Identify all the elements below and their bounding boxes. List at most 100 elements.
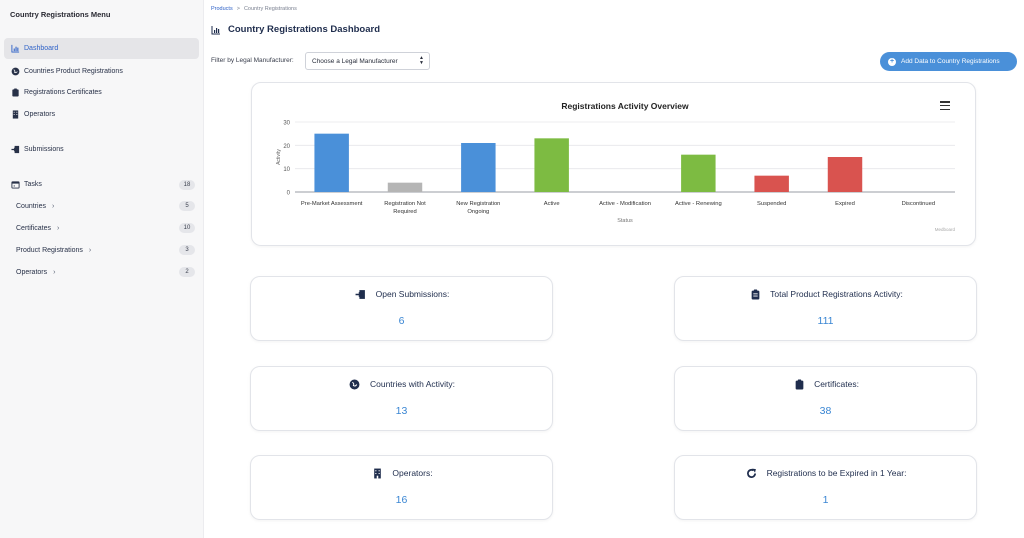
- sidebar-item-label: Tasks: [24, 181, 42, 188]
- count-badge: 2: [179, 267, 195, 277]
- sidebar-item-label: Registrations Certificates: [24, 89, 102, 96]
- sidebar: Country Registrations Menu Dashboard Cou…: [0, 0, 204, 538]
- sidebar-item-label: Submissions: [24, 146, 64, 153]
- bar: [681, 154, 716, 192]
- select-arrows-icon: ▲ ▼: [419, 55, 424, 66]
- sidebar-subitem-label: Countries: [16, 202, 46, 210]
- filter-label: Filter by Legal Manufacturer:: [211, 57, 294, 64]
- sidebar-subitem-label: Product Registrations: [16, 246, 83, 254]
- sidebar-item-tasks[interactable]: Tasks 18: [4, 174, 199, 195]
- globe-icon: [348, 377, 362, 391]
- tasks-count-badge: 18: [179, 179, 195, 190]
- y-tick-label: 0: [287, 191, 291, 197]
- add-data-button[interactable]: + Add Data to Country Registrations: [880, 52, 1017, 71]
- sidebar-subitem-label: Certificates: [16, 224, 52, 232]
- sidebar-item-submissions[interactable]: Submissions: [4, 139, 199, 160]
- x-tick-label: Pre-Market Assessment: [301, 201, 363, 207]
- stat-card-open-submissions: Open Submissions: 6: [250, 276, 553, 341]
- chevron-right-icon: ›: [88, 246, 92, 254]
- stat-card-registrations-expiring: Registrations to be Expired in 1 Year: 1: [674, 455, 977, 520]
- sidebar-subitem-label: Operators: [16, 268, 48, 276]
- sidebar-subitem-product-registrations[interactable]: Product Registrations › 3: [4, 241, 199, 259]
- breadcrumb-separator: >: [236, 6, 240, 12]
- x-tick-label: Ongoing: [467, 209, 489, 215]
- chevron-right-icon: ›: [53, 268, 56, 276]
- calendar-icon: [10, 180, 20, 190]
- chevron-right-icon: ›: [51, 202, 55, 210]
- bar: [314, 133, 349, 192]
- submit-icon: [10, 145, 20, 155]
- sidebar-item-label: Countries Product Registrations: [24, 68, 123, 75]
- stat-label: Countries with Activity:: [369, 379, 456, 389]
- x-tick-label: Expired: [835, 201, 855, 207]
- sidebar-item-registrations-certificates[interactable]: Registrations Certificates: [4, 82, 199, 103]
- x-tick-label: Active - Renewing: [675, 201, 722, 207]
- stat-label: Operators:: [392, 468, 433, 478]
- bar: [827, 157, 863, 192]
- bar-chart: Registrations Activity Overview 0 10 20 30 Ac…: [276, 101, 956, 232]
- plus-circle-icon: +: [888, 57, 896, 66]
- chart-title: Registrations Activity Overview: [561, 101, 689, 111]
- x-tick-label: Discontinued: [902, 201, 936, 207]
- x-tick-label: Active: [544, 201, 560, 207]
- chevron-right-icon: ›: [57, 224, 60, 232]
- select-value: Choose a Legal Manufacturer: [312, 57, 398, 65]
- chart-icon: [10, 44, 20, 54]
- stat-card-certificates: Certificates: 38: [674, 366, 977, 431]
- stat-value[interactable]: 1: [822, 494, 829, 506]
- y-tick-label: 30: [283, 121, 290, 127]
- sidebar-subitem-countries[interactable]: Countries › 5: [4, 197, 199, 215]
- sidebar-subitem-certificates[interactable]: Certificates › 10: [4, 219, 199, 237]
- bar: [387, 182, 423, 192]
- x-tick-label: Active - Modification: [599, 201, 651, 207]
- breadcrumb: Products > Country Registrations: [211, 6, 297, 12]
- add-data-button-label: Add Data to Country Registrations: [901, 58, 1000, 65]
- x-tick-label: Registration Not: [384, 201, 426, 207]
- sidebar-item-operators[interactable]: Operators: [4, 104, 199, 125]
- stat-label: Total Product Registrations Activity:: [770, 289, 903, 299]
- stat-value[interactable]: 13: [395, 405, 408, 417]
- sidebar-item-label: Operators: [24, 111, 56, 118]
- submit-icon: [354, 287, 368, 301]
- chart-menu-icon[interactable]: [940, 101, 950, 110]
- x-tick-label: Required: [393, 209, 417, 215]
- stat-label: Open Submissions:: [375, 289, 450, 299]
- building-icon: [370, 466, 384, 480]
- stat-value[interactable]: 6: [398, 315, 405, 327]
- clipboard-icon: [748, 287, 762, 301]
- building-icon: [10, 110, 20, 120]
- breadcrumb-products-link[interactable]: Products: [211, 6, 233, 12]
- breadcrumb-current: Country Registrations: [243, 6, 297, 12]
- clipboard-icon: [792, 377, 806, 391]
- x-tick-label: Suspended: [757, 201, 786, 207]
- refresh-icon: [745, 466, 759, 480]
- stat-value[interactable]: 16: [395, 494, 408, 506]
- stat-value[interactable]: 38: [819, 405, 832, 417]
- y-tick-label: 10: [283, 167, 290, 173]
- stat-label: Certificates:: [814, 379, 859, 389]
- page-title: Country Registrations Dashboard: [211, 24, 380, 35]
- sidebar-subitem-operators[interactable]: Operators › 2: [4, 263, 199, 281]
- sidebar-item-countries-product-registrations[interactable]: Countries Product Registrations: [4, 61, 199, 82]
- x-axis-label: Status: [617, 218, 633, 224]
- chart-icon: [211, 25, 222, 35]
- bar: [534, 138, 569, 192]
- stat-value[interactable]: 111: [817, 315, 834, 327]
- stat-card-operators: Operators: 16: [250, 455, 553, 520]
- stat-label: Registrations to be Expired in 1 Year:: [766, 468, 907, 478]
- count-badge: 5: [179, 201, 195, 211]
- stat-card-total-product-registrations: Total Product Registrations Activity: 11…: [674, 276, 977, 341]
- globe-icon: [10, 67, 20, 77]
- count-badge: 10: [179, 223, 195, 233]
- chart-credit: Medboard: [935, 227, 956, 232]
- sidebar-title: Country Registrations Menu: [10, 10, 111, 19]
- chart-card: Registrations Activity Overview 0 10 20 30 Ac…: [251, 82, 976, 246]
- bar: [754, 175, 789, 192]
- sidebar-item-dashboard[interactable]: Dashboard: [4, 38, 199, 59]
- sidebar-item-label: Dashboard: [24, 45, 59, 52]
- legal-manufacturer-select[interactable]: Choose a Legal Manufacturer ▲ ▼: [305, 52, 430, 70]
- y-tick-label: 20: [283, 144, 290, 150]
- stat-card-countries-with-activity: Countries with Activity: 13: [250, 366, 553, 431]
- x-tick-label: New Registration: [456, 201, 500, 207]
